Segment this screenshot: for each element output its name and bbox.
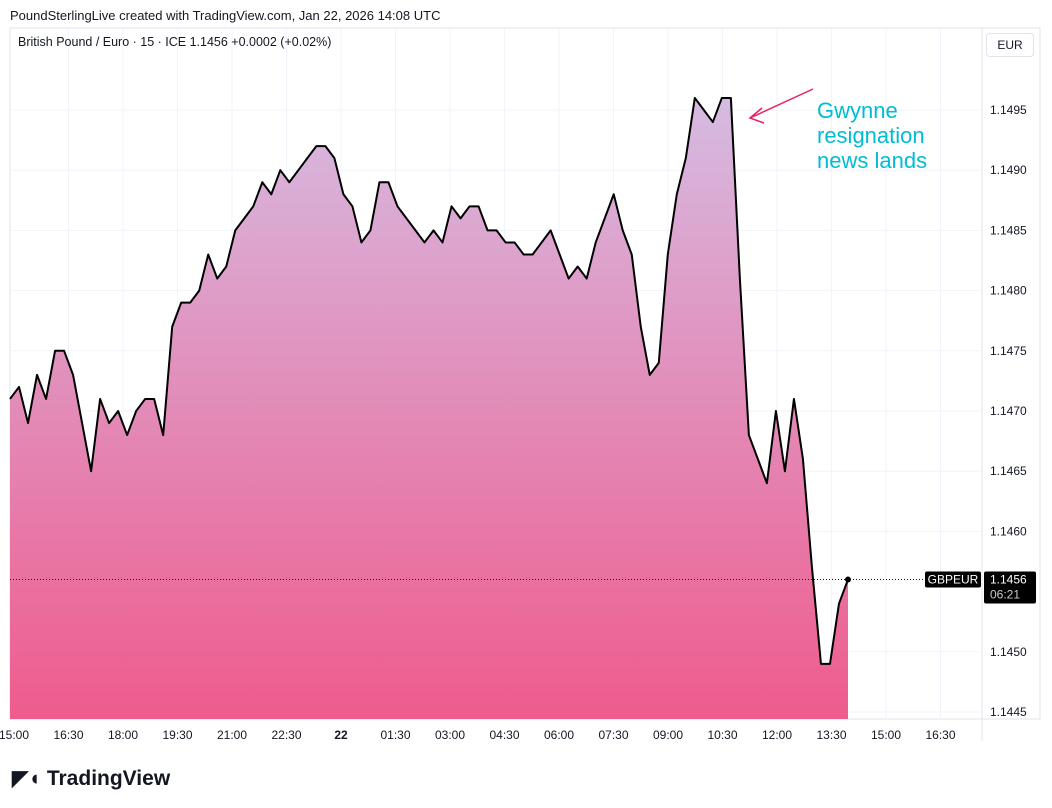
x-tick-label: 22 <box>334 728 348 742</box>
y-tick-label: 1.1485 <box>990 223 1027 237</box>
area-fill <box>10 97 848 719</box>
x-tick-label: 19:30 <box>162 728 192 742</box>
x-tick-label: 22:30 <box>271 728 301 742</box>
x-tick-label: 01:30 <box>380 728 410 742</box>
x-tick-label: 13:30 <box>816 728 846 742</box>
last-point <box>845 576 851 583</box>
x-tick-label: 10:30 <box>707 728 737 742</box>
currency-button[interactable]: EUR <box>986 33 1034 57</box>
y-tick-label: 1.1495 <box>990 103 1027 117</box>
x-tick-label: 09:00 <box>653 728 683 742</box>
y-tick-label: 1.1475 <box>990 344 1027 358</box>
x-tick-label: 07:30 <box>598 728 628 742</box>
arrow-head-icon <box>748 107 765 124</box>
chart-credit: PoundSterlingLive created with TradingVi… <box>10 8 441 23</box>
x-tick-label: 16:30 <box>925 728 955 742</box>
logo-text: TradingView <box>46 766 171 790</box>
x-tick-label: 12:00 <box>762 728 792 742</box>
symbol-label: GBPEUR <box>928 573 979 587</box>
symbol-legend: British Pound / Euro · 15 · ICE 1.1456 +… <box>18 35 332 49</box>
x-tick-label: 06:00 <box>544 728 574 742</box>
y-tick-label: 1.1445 <box>990 705 1027 719</box>
price-line <box>9 96 849 665</box>
x-tick-label: 15:00 <box>0 728 29 742</box>
countdown-label: 06:21 <box>990 588 1020 602</box>
last-price-label: 1.1456 <box>990 573 1027 587</box>
x-tick-label: 03:00 <box>435 728 465 742</box>
y-tick-label: 1.1480 <box>990 284 1027 298</box>
y-tick-label: 1.1465 <box>990 464 1027 478</box>
symbol-label-bg <box>925 571 981 588</box>
y-tick-label: 1.1450 <box>990 645 1027 659</box>
x-tick-label: 21:00 <box>217 728 247 742</box>
y-tick-label: 1.1460 <box>990 524 1027 538</box>
tv-logo-icon: ◤◖ <box>12 767 41 790</box>
x-tick-label: 16:30 <box>53 728 83 742</box>
annotation-text: Gwynne resignation news lands <box>817 98 928 173</box>
x-tick-label: 18:00 <box>108 728 138 742</box>
x-tick-label: 04:30 <box>489 728 519 742</box>
tradingview-logo[interactable]: ◤◖ TradingView <box>12 766 170 791</box>
y-tick-label: 1.1470 <box>990 404 1027 418</box>
annotation-arrow <box>749 88 814 119</box>
y-tick-label: 1.1490 <box>990 163 1027 177</box>
price-label-bg <box>984 571 1036 604</box>
x-tick-label: 15:00 <box>871 728 901 742</box>
